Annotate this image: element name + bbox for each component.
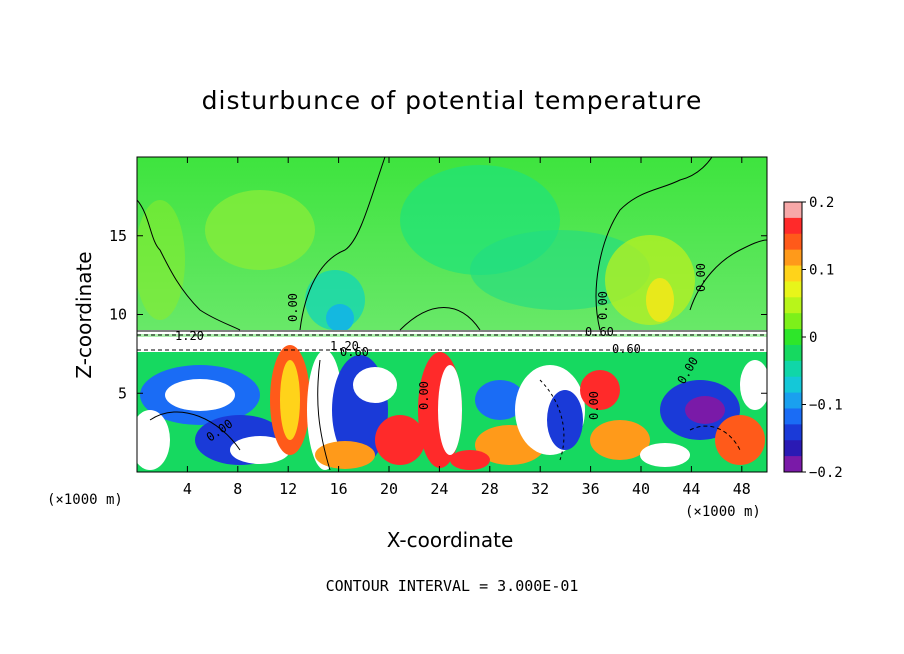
- contour-lines: [137, 157, 767, 471]
- colorbar-swatch: [784, 313, 802, 330]
- contour-label: 0.00: [694, 263, 708, 292]
- contour-label: 0.60: [340, 345, 369, 359]
- colorbar-tick-label: −0.2: [809, 465, 843, 481]
- x-tick-label: 48: [733, 480, 751, 498]
- contour-label: 0.60: [612, 342, 641, 356]
- colorbar-swatch: [784, 344, 802, 362]
- contour-interval-note: CONTOUR INTERVAL = 3.000E-01: [325, 577, 579, 595]
- contour-label: 0.00: [286, 293, 300, 322]
- x-tick-label: 40: [632, 480, 650, 498]
- colorbar-swatch: [784, 202, 802, 219]
- colorbar-swatch: [784, 392, 802, 409]
- colorbar-swatch: [784, 424, 802, 441]
- colorbar-tick-label: 0.1: [809, 263, 834, 279]
- x-axis: 4 8 12 16 20 24 28 32 36 40 44 48: [183, 157, 751, 498]
- contour-label: 0.00: [587, 391, 601, 420]
- x-axis-label: X-coordinate: [386, 528, 514, 552]
- chart-title: disturbunce of potential temperature: [201, 86, 703, 115]
- x-tick-label: 4: [183, 480, 192, 498]
- colorbar-swatch: [784, 297, 802, 314]
- colorbar-swatch: [784, 360, 802, 378]
- colorbar-swatch: [784, 233, 802, 251]
- y-axis-label: Z-coordinate: [72, 251, 96, 379]
- colorbar-tick-label: −0.1: [809, 398, 843, 414]
- x-tick-label: 12: [279, 480, 297, 498]
- contour-label: 0.00: [596, 291, 610, 320]
- x-tick-label: 8: [233, 480, 242, 498]
- contour-label: 1.20: [175, 329, 204, 343]
- colorbar-swatch: [784, 329, 802, 346]
- colorbar-swatch: [784, 376, 802, 394]
- x-tick-label: 44: [682, 480, 700, 498]
- colorbar-swatch: [784, 249, 802, 267]
- colorbar: 0.2 0.1 0 −0.1 −0.2: [783, 195, 843, 481]
- colorbar-swatch: [784, 217, 802, 235]
- x-tick-label: 16: [330, 480, 348, 498]
- y-tick-label: 10: [109, 306, 127, 324]
- colorbar-tick-label: 0.2: [809, 195, 834, 211]
- contour-label: 1.20: [330, 339, 359, 353]
- contour-label: 0.60: [585, 325, 614, 339]
- contour-label: 0.00: [417, 381, 431, 410]
- y-tick-label: 15: [109, 227, 127, 245]
- x-tick-label: 32: [531, 480, 549, 498]
- x-tick-label: 20: [380, 480, 398, 498]
- colorbar-swatch: [784, 265, 802, 282]
- colorbar-swatch: [784, 408, 802, 425]
- x-axis-unit: (×1000 m): [685, 504, 761, 520]
- x-tick-label: 28: [481, 480, 499, 498]
- colorbar-tick-label: 0: [809, 330, 817, 346]
- y-tick-label: 5: [118, 384, 127, 402]
- colorbar-swatch: [784, 281, 802, 298]
- x-tick-label: 36: [582, 480, 600, 498]
- y-axis: 5 10 15: [109, 227, 767, 402]
- colorbar-swatch: [784, 440, 802, 457]
- y-axis-unit: (×1000 m): [47, 492, 123, 508]
- x-tick-label: 24: [430, 480, 448, 498]
- colorbar-swatch: [784, 456, 802, 473]
